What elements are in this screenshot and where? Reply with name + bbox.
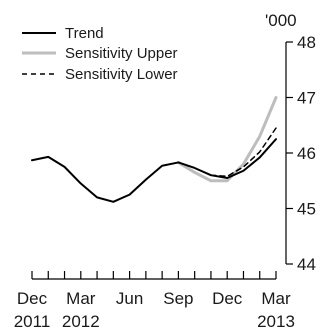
series-line-trend: [31, 138, 277, 203]
legend-label-sensitivity-lower: Sensitivity Lower: [65, 66, 178, 83]
legend: Trend Sensitivity Upper Sensitivity Lowe…: [22, 25, 178, 83]
x-tick-label: Dec: [212, 289, 243, 308]
y-tick-label: 46: [297, 144, 316, 163]
x-year-label: 2012: [62, 312, 100, 331]
legend-label-sensitivity-upper: Sensitivity Upper: [65, 45, 178, 62]
x-tick-label: Mar: [261, 289, 291, 308]
y-axis-ticks: 44 45 46 47 48: [286, 33, 316, 274]
x-axis-year-labels: 2011 2012 2013: [14, 312, 295, 331]
series-line-sensitivity-lower: [210, 127, 277, 178]
x-axis-month-labels: Dec Mar Jun Sep Dec Mar: [17, 289, 291, 308]
y-tick-label: 47: [297, 89, 316, 108]
x-tick-label: Sep: [163, 289, 193, 308]
y-tick-label: 45: [297, 200, 316, 219]
y-tick-label: 44: [297, 255, 316, 274]
x-tick-label: Jun: [116, 289, 143, 308]
x-tick-label: Dec: [17, 289, 48, 308]
y-axis-unit-label: '000: [265, 11, 297, 30]
x-axis-ticks: [31, 271, 277, 279]
x-year-label: 2011: [14, 312, 51, 331]
legend-label-trend: Trend: [65, 25, 104, 42]
series-line-sensitivity-upper: [176, 96, 278, 183]
y-axis: 44 45 46 47 48: [285, 33, 316, 274]
x-axis: Dec Mar Jun Sep Dec Mar 2011 2012 2013: [14, 271, 295, 331]
x-year-label: 2013: [257, 312, 295, 331]
x-tick-label: Mar: [66, 289, 96, 308]
plot-area: [31, 96, 278, 203]
y-tick-label: 48: [297, 33, 316, 52]
